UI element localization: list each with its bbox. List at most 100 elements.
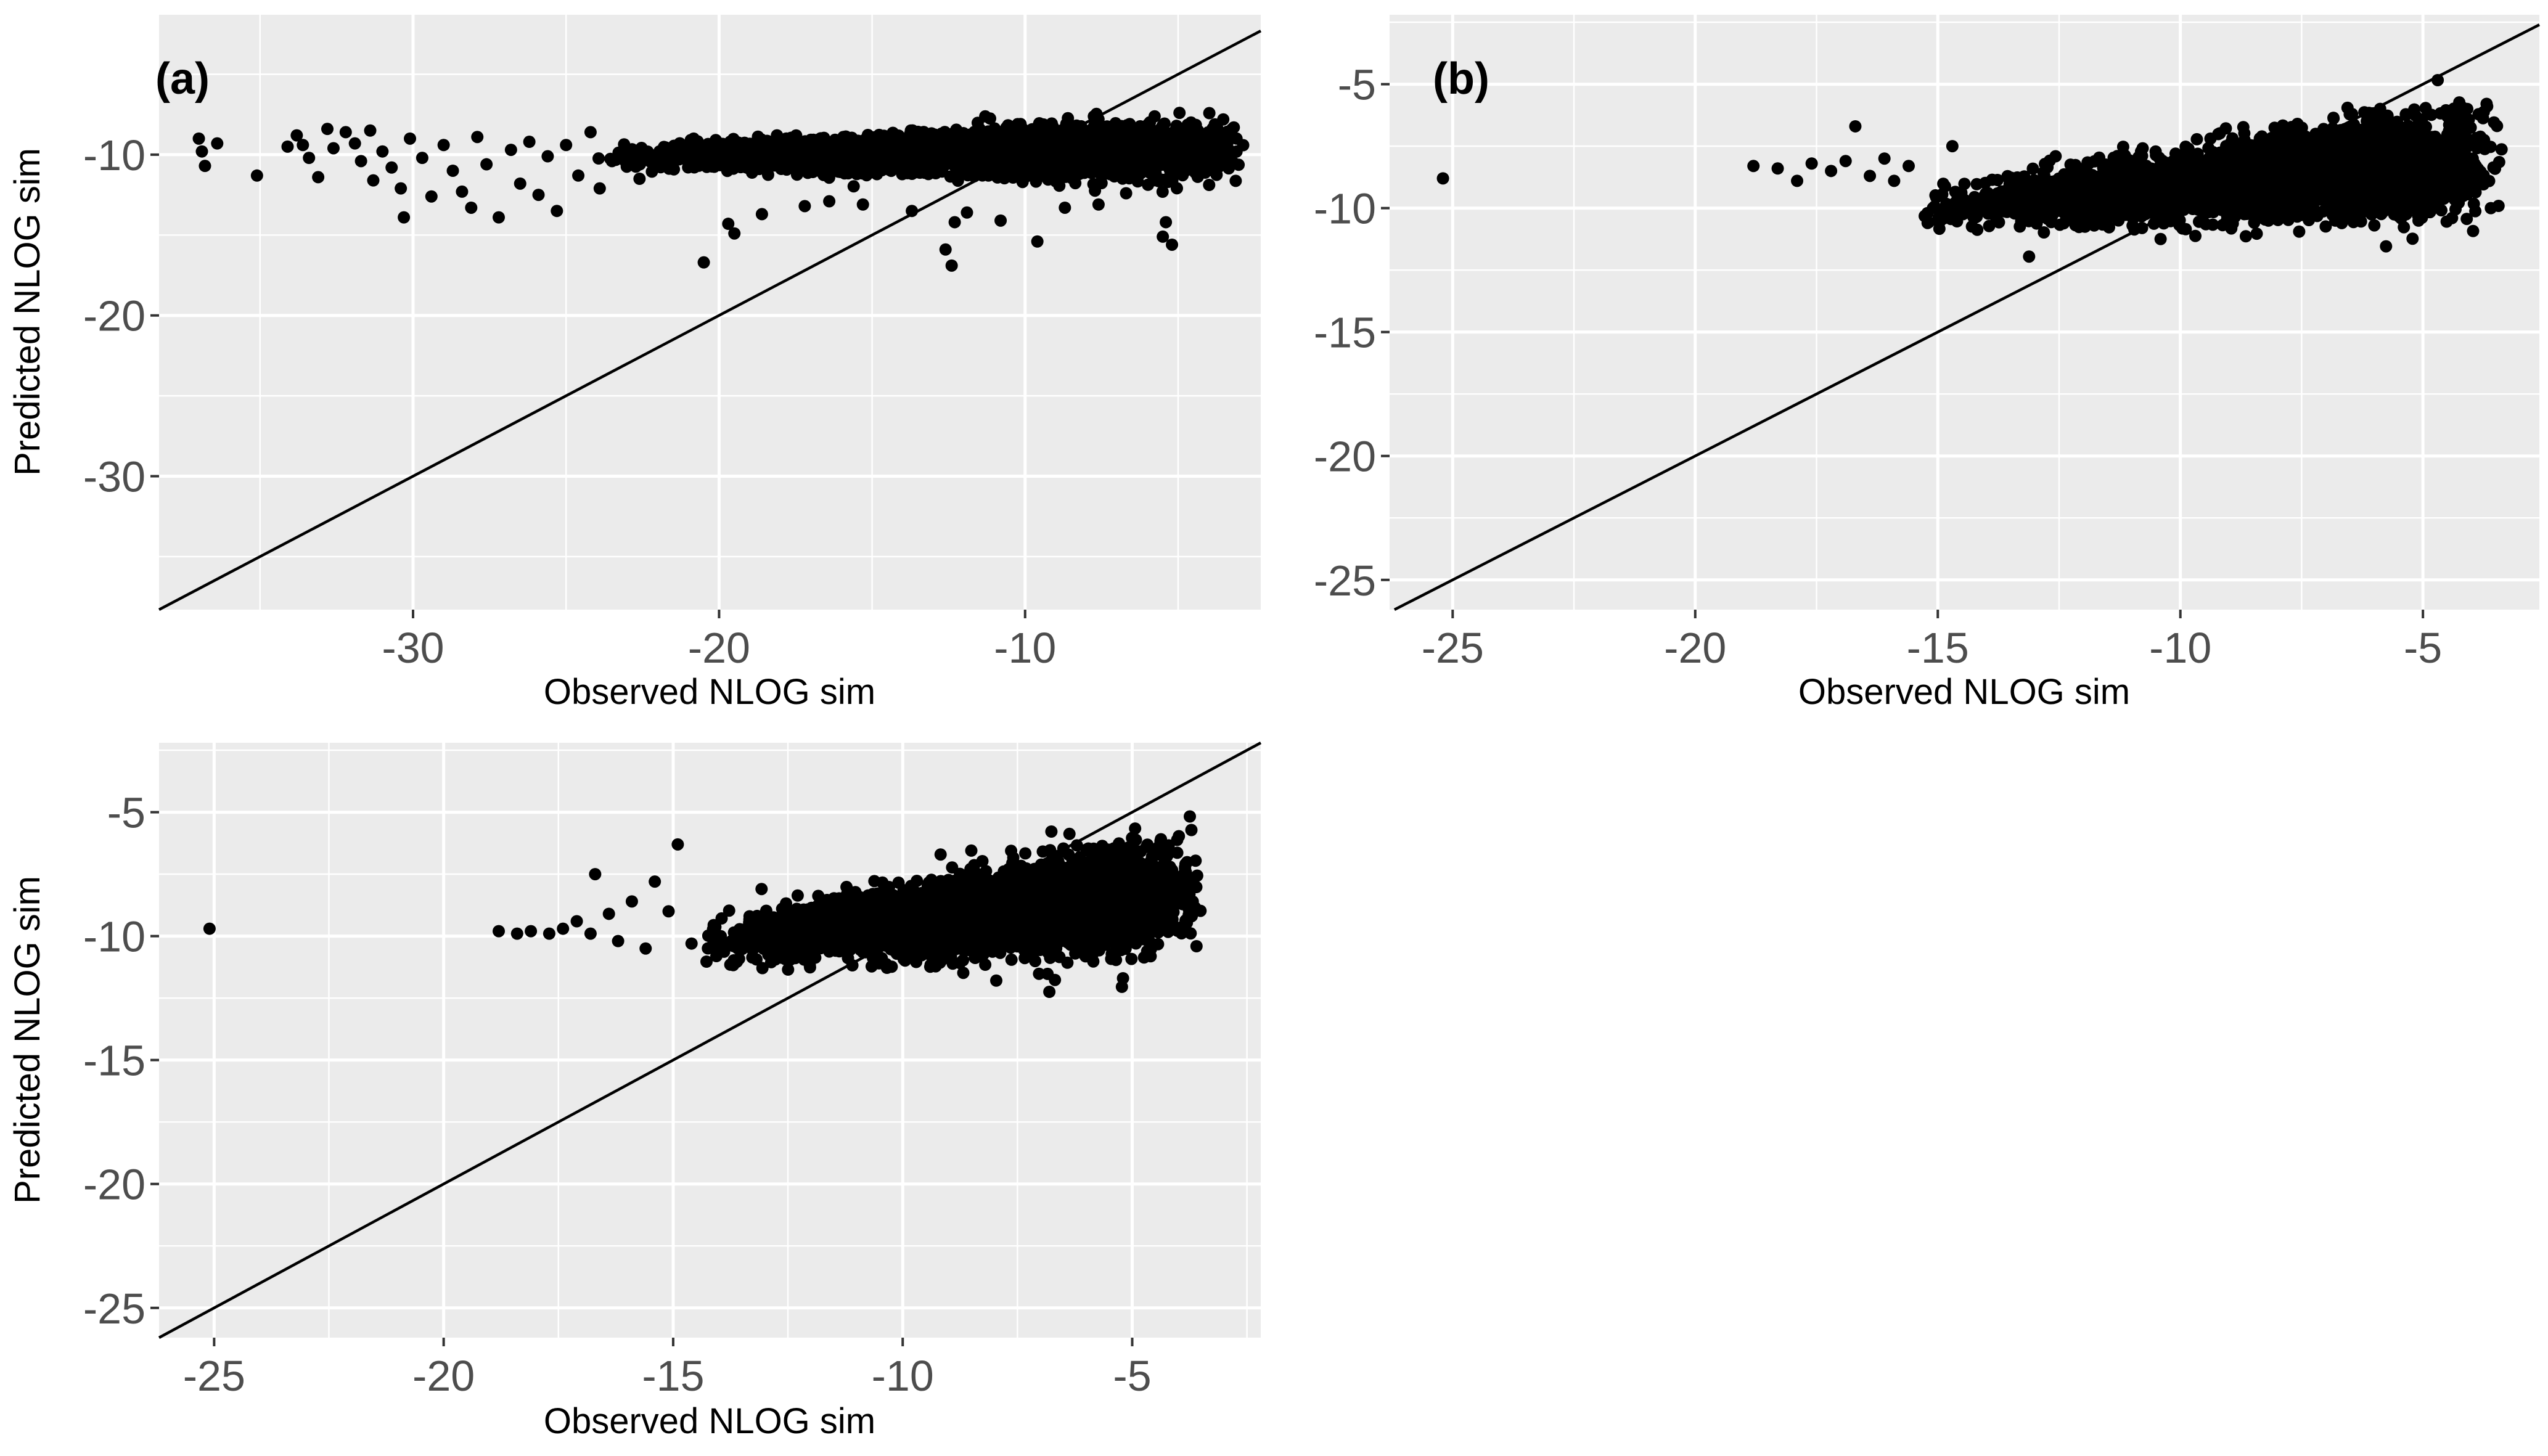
data-point — [602, 907, 615, 920]
data-point — [2048, 199, 2061, 212]
data-point — [195, 145, 208, 158]
panel-b-identity-line — [1393, 23, 2541, 611]
data-point — [398, 211, 411, 224]
data-point — [584, 126, 597, 139]
x-tick-label: -5 — [1113, 1352, 1151, 1400]
data-point — [728, 227, 741, 240]
data-point — [492, 925, 505, 938]
data-point — [1927, 202, 1940, 215]
data-point — [523, 136, 536, 149]
data-point — [1791, 174, 1804, 187]
data-point — [1946, 140, 1959, 153]
data-point — [471, 131, 484, 144]
panel-a-ticks: -30 -20 -10 -30 -20 -10 — [83, 131, 1057, 672]
data-point — [1120, 187, 1133, 200]
x-tick-label: -25 — [183, 1352, 245, 1400]
panel-b-scatter: -25 -20 -15 -10 -5 -25 -20 -15 -10 -5 (b) Observe… — [1314, 15, 2541, 712]
y-tick-label: -20 — [83, 292, 145, 340]
data-point — [348, 137, 361, 150]
data-point — [446, 164, 459, 177]
y-tick-label: -5 — [1338, 61, 1376, 109]
y-tick-label: -25 — [83, 1285, 145, 1333]
panel-c-scatter: -25 -20 -15 -10 -5 -25 -20 -15 -10 -5 Observed NL… — [7, 742, 1262, 1441]
y-tick-label: -10 — [83, 131, 145, 179]
data-point — [312, 171, 325, 184]
data-point — [605, 155, 618, 168]
data-point — [1160, 216, 1173, 229]
x-tick-label: -25 — [1422, 624, 1484, 672]
data-point — [303, 152, 316, 165]
panel-a-y-axis-title: Predicted NLOG sim — [7, 148, 47, 476]
panel-c-x-axis-title: Observed NLOG sim — [544, 1401, 875, 1441]
data-point — [364, 124, 377, 137]
dense-point-cloud — [1919, 74, 2508, 263]
data-point — [327, 142, 340, 155]
data-point — [589, 868, 602, 881]
y-tick-label: -15 — [1314, 309, 1376, 357]
x-tick-label: -10 — [872, 1352, 934, 1400]
data-point — [755, 208, 768, 221]
data-point — [354, 155, 367, 168]
data-point — [662, 905, 675, 918]
data-point — [697, 256, 710, 269]
dense-point-cloud — [700, 810, 1207, 999]
data-point — [2116, 207, 2129, 219]
data-point — [649, 875, 662, 888]
x-tick-label: -30 — [382, 624, 444, 672]
panel-a-points — [192, 107, 1250, 272]
data-point — [625, 895, 638, 908]
data-point — [1903, 160, 1915, 173]
data-point — [543, 927, 555, 940]
x-tick-label: -20 — [1664, 624, 1726, 672]
data-point — [385, 161, 398, 174]
data-point — [557, 922, 570, 935]
y-tick-label: -25 — [1314, 557, 1376, 605]
data-point — [1747, 160, 1760, 173]
data-point — [1878, 152, 1891, 165]
data-point — [856, 198, 869, 211]
panel-a-label: (a) — [155, 54, 210, 104]
y-tick-label: -10 — [83, 913, 145, 961]
data-point — [250, 169, 263, 182]
data-point — [504, 144, 517, 157]
data-point — [2446, 211, 2459, 224]
data-point — [1771, 162, 1784, 175]
data-point — [1157, 230, 1170, 243]
data-point — [639, 942, 652, 955]
data-point — [532, 189, 545, 202]
data-point — [572, 169, 585, 182]
x-tick-label: -15 — [642, 1352, 704, 1400]
x-tick-label: -15 — [1907, 624, 1969, 672]
data-point — [297, 139, 309, 152]
data-point — [570, 915, 583, 928]
data-point — [1864, 170, 1877, 182]
y-tick-label: -15 — [83, 1037, 145, 1085]
panel-a-identity-line — [158, 30, 1262, 611]
y-tick-label: -10 — [1314, 185, 1376, 233]
panel-b-label: (b) — [1433, 54, 1489, 104]
data-point — [1031, 235, 1044, 248]
data-point — [823, 195, 836, 208]
data-point — [192, 132, 205, 145]
panel-b-plot-area — [1390, 15, 2539, 610]
data-point — [1805, 157, 1818, 170]
data-point — [584, 927, 597, 940]
data-point — [510, 927, 523, 940]
x-tick-label: -10 — [994, 624, 1056, 672]
data-point — [1166, 238, 1179, 251]
panel-a-x-axis-title: Observed NLOG sim — [544, 672, 875, 712]
panel-b-x-axis-title: Observed NLOG sim — [1798, 672, 2130, 712]
data-point — [541, 150, 554, 163]
panel-a-plot-area — [159, 15, 1261, 610]
panel-c-identity-line — [158, 742, 1262, 1339]
data-point — [480, 158, 493, 171]
data-point — [551, 205, 563, 218]
data-point — [560, 139, 573, 152]
panel-c-points — [203, 810, 1207, 999]
data-point — [671, 838, 684, 851]
data-point — [203, 922, 216, 935]
data-point — [2412, 209, 2425, 222]
dense-point-cloud — [592, 107, 1250, 198]
data-point — [1436, 172, 1449, 185]
data-point — [685, 937, 698, 950]
